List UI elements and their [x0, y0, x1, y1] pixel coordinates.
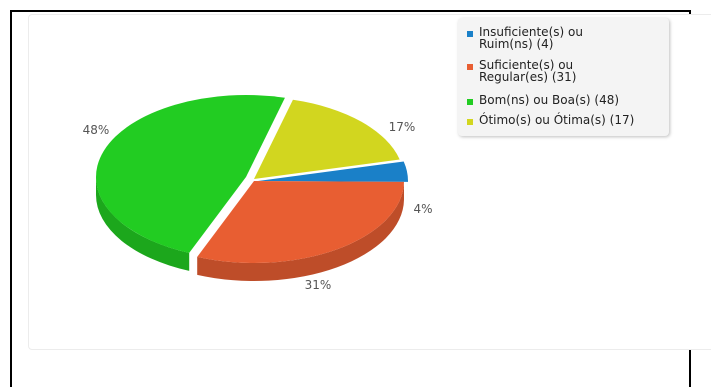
- legend-label: Ótimo(s) ou Ótima(s) (17): [479, 114, 664, 126]
- legend-label: Insuficiente(s) ou Ruim(ns) (4): [479, 26, 664, 50]
- pie-slices: [95, 94, 408, 281]
- pie-percent-label: 31%: [305, 278, 332, 292]
- legend-swatch: [467, 64, 473, 70]
- legend-label-line: Ruim(ns) (4): [479, 37, 554, 51]
- legend-label: Suficiente(s) ou Regular(es) (31): [479, 59, 664, 83]
- legend-swatch: [467, 99, 473, 105]
- legend-label: Bom(ns) ou Boa(s) (48): [479, 94, 664, 106]
- pie-slice-side: [197, 181, 404, 281]
- legend-label-line: Insuficiente(s) ou: [479, 25, 583, 39]
- pie-percent-label: 48%: [83, 123, 110, 137]
- legend-swatch: [467, 31, 473, 37]
- legend-label-line: Suficiente(s) ou: [479, 58, 574, 72]
- chart-legend: Insuficiente(s) ou Ruim(ns) (4) Suficiente…: [458, 18, 669, 136]
- pie-slice[interactable]: [95, 94, 285, 253]
- pie-percent-label: 17%: [389, 120, 416, 134]
- legend-label-line: Regular(es) (31): [479, 70, 577, 84]
- pie-slice[interactable]: [258, 161, 408, 182]
- pie-slice[interactable]: [254, 99, 400, 179]
- legend-label-line: Bom(ns) ou Boa(s) (48): [479, 93, 620, 107]
- legend-swatch: [467, 119, 473, 125]
- pie-slice-side: [95, 177, 190, 271]
- pie-percent-labels: 4% 31% 48% 17%: [83, 120, 433, 292]
- legend-label-line: Ótimo(s) ou Ótima(s) (17): [479, 113, 635, 127]
- pie-percent-label: 4%: [413, 202, 432, 216]
- pie-slice[interactable]: [197, 181, 404, 263]
